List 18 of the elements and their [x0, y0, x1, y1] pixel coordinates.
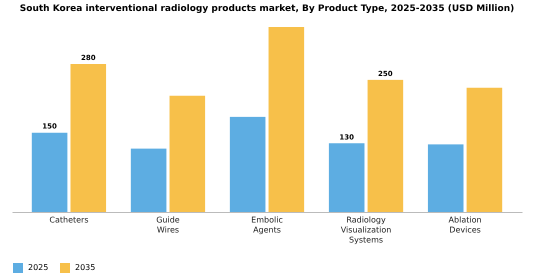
bar [70, 64, 106, 212]
bar [428, 144, 464, 212]
x-tick-label: Embolic Agents [251, 216, 283, 234]
x-tick-label: Ablation Devices [448, 216, 482, 234]
legend-label: 2035 [75, 263, 96, 272]
bar [466, 88, 502, 212]
bar [130, 148, 166, 212]
bar [230, 116, 266, 212]
x-tick-label: Radiology Visualization Systems [340, 216, 392, 244]
x-tick-label: Catheters [49, 216, 89, 224]
x-tick-label: Guide Wires [156, 216, 180, 234]
chart-title: South Korea interventional radiology products market, By Product Type, 2025-2035 (USD Million) [20, 4, 514, 14]
bar [170, 96, 206, 212]
legend-label: 2025 [28, 263, 48, 272]
bar [32, 132, 68, 212]
bar [368, 80, 404, 212]
bar [268, 27, 304, 212]
bar [328, 143, 364, 212]
